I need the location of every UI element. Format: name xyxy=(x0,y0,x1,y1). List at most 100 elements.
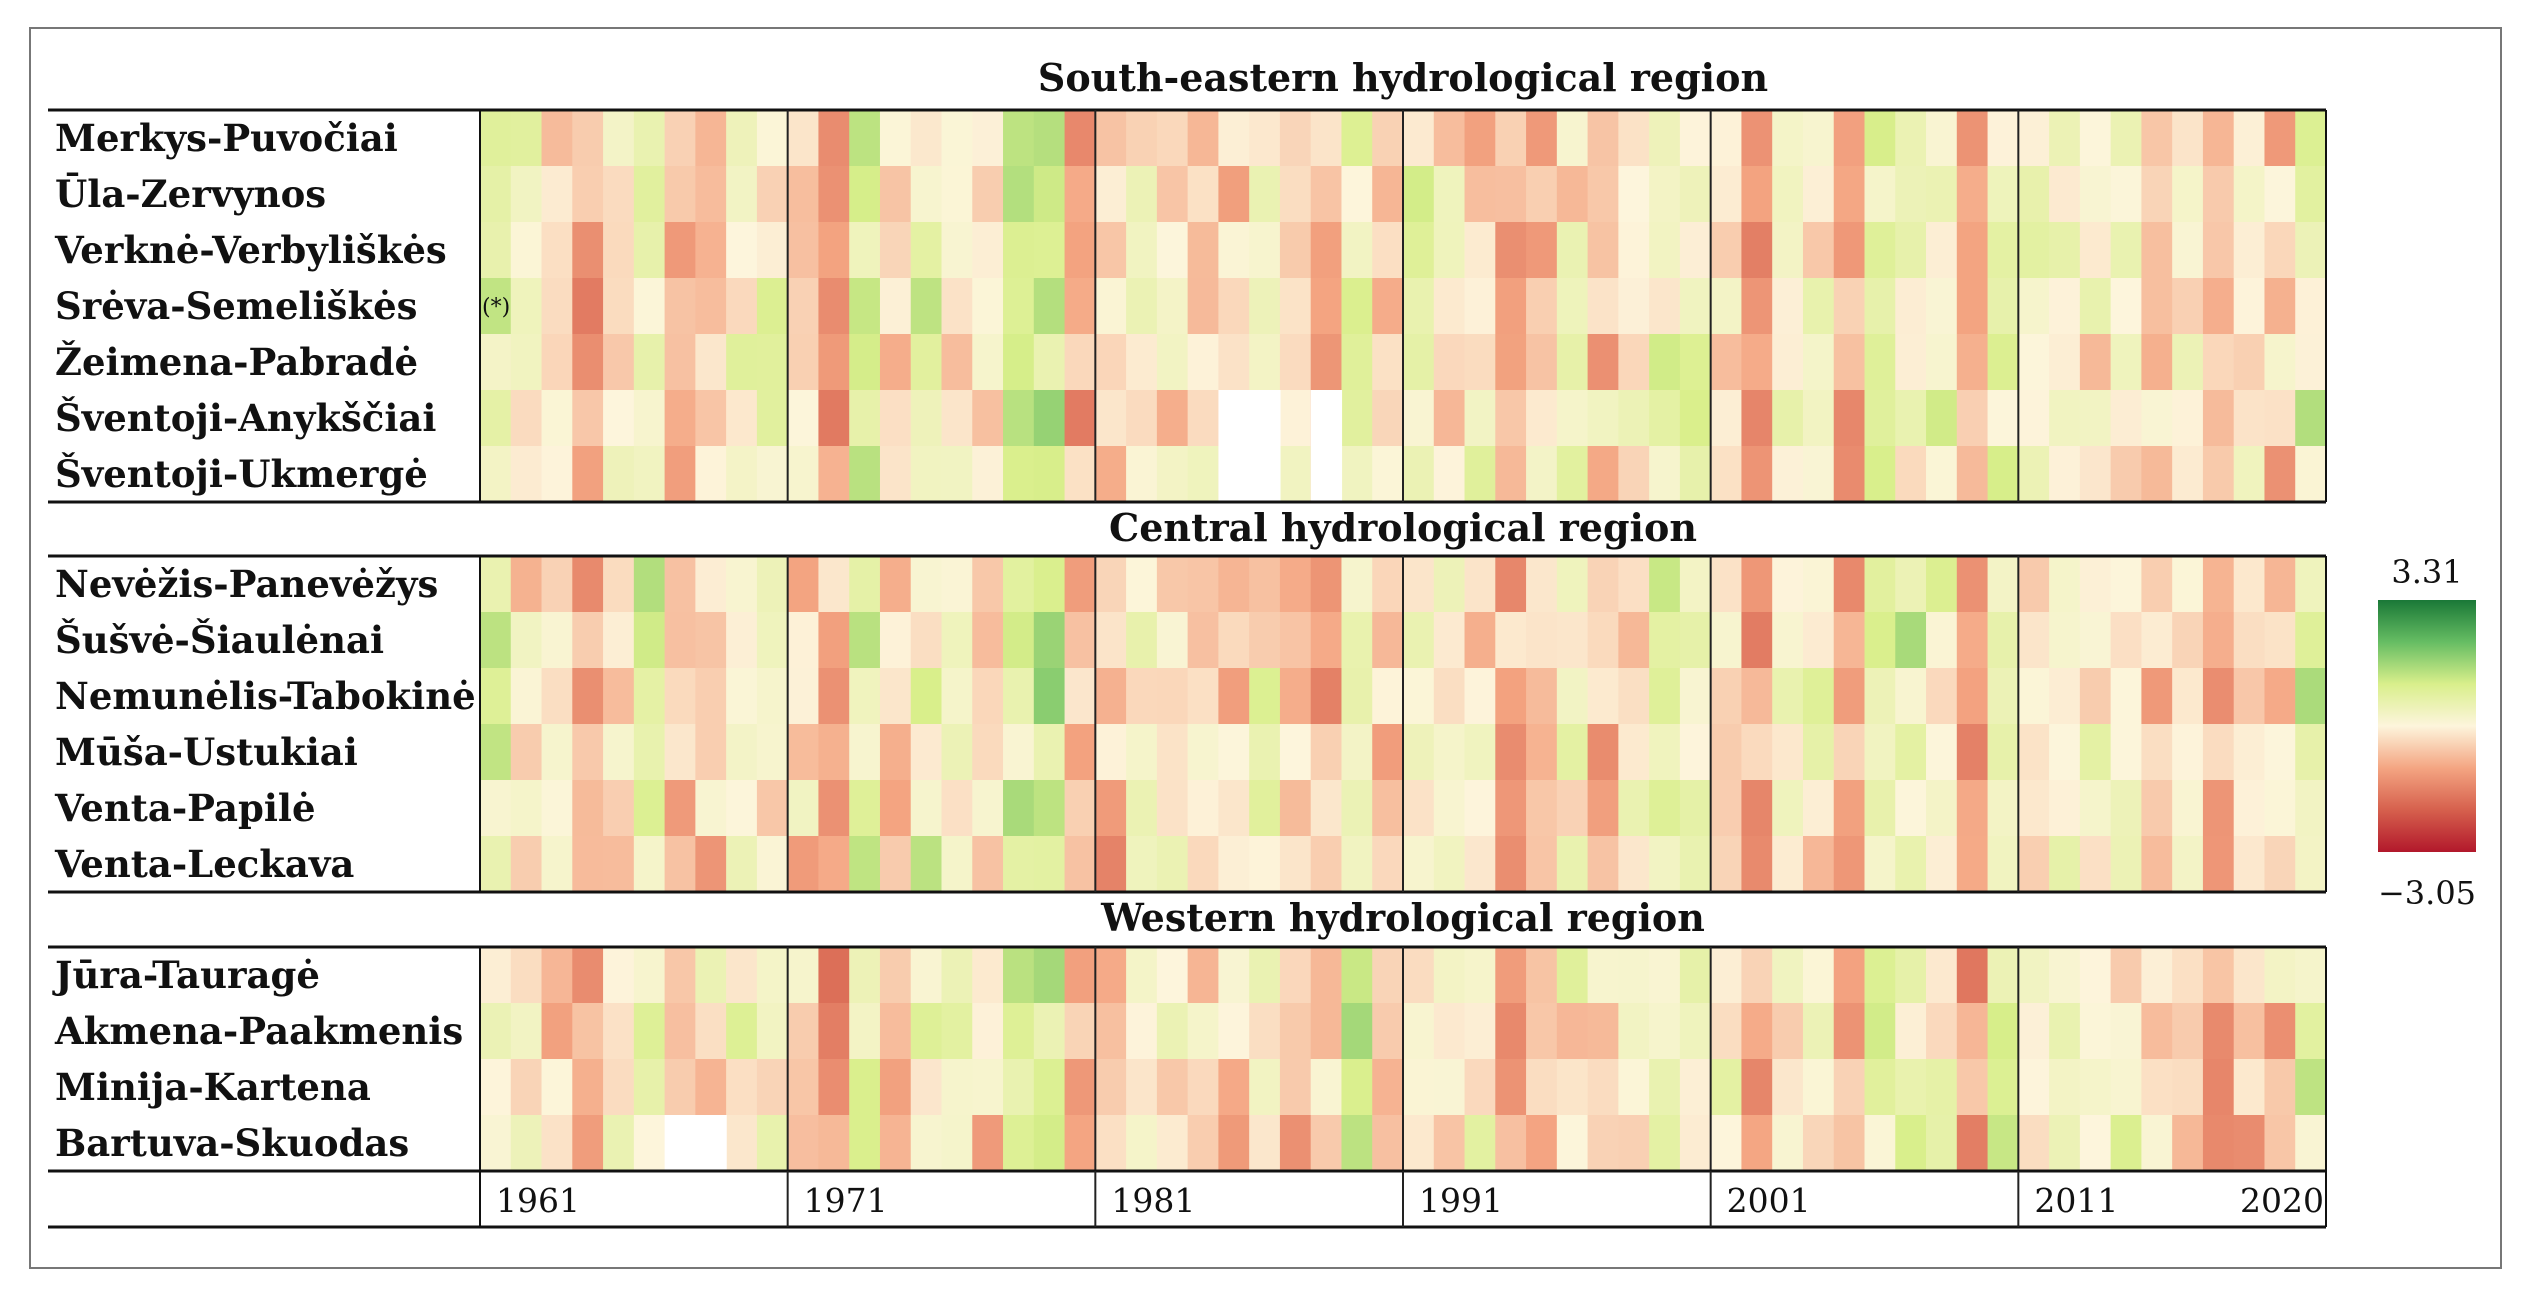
heatmap-cell xyxy=(1095,556,1127,612)
heatmap-cell xyxy=(2264,1059,2296,1115)
station-label: Nevėžis-Panevėžys xyxy=(55,562,438,606)
heatmap-cell xyxy=(1218,724,1250,780)
heatmap-cell xyxy=(1003,724,1035,780)
heatmap-cell xyxy=(1864,836,1896,892)
heatmap-cell xyxy=(1987,836,2019,892)
heatmap-cell xyxy=(1064,1059,1096,1115)
heatmap-cell xyxy=(879,947,912,1003)
heatmap-cell xyxy=(2295,1003,2327,1059)
heatmap-cell xyxy=(756,612,789,668)
heatmap-cell xyxy=(972,390,1004,446)
heatmap-cell xyxy=(510,612,543,668)
heatmap-cell xyxy=(633,110,666,166)
heatmap-cell xyxy=(941,446,973,502)
heatmap-cell xyxy=(1341,334,1373,390)
heatmap-cell xyxy=(1126,1003,1158,1059)
heatmap-cell xyxy=(2110,110,2142,166)
heatmap-cell xyxy=(510,166,543,222)
heatmap-cell xyxy=(2110,278,2142,334)
heatmap-cell xyxy=(1741,166,1773,222)
heatmap-cell xyxy=(1187,222,1219,278)
heatmap-cell xyxy=(2295,780,2327,836)
heatmap-cell xyxy=(2202,1115,2235,1171)
heatmap-cell xyxy=(603,1115,635,1171)
heatmap-cell xyxy=(2049,222,2081,278)
heatmap-cell xyxy=(1741,668,1773,724)
heatmap-cell xyxy=(910,334,943,390)
heatmap-cell xyxy=(910,780,943,836)
heatmap-cell xyxy=(1372,110,1404,166)
heatmap-cell xyxy=(1987,556,2019,612)
heatmap-cell xyxy=(664,166,696,222)
heatmap-cell xyxy=(2233,390,2266,446)
station-label: Merkys-Puvočiai xyxy=(55,116,398,160)
heatmap-cell xyxy=(1218,947,1250,1003)
heatmap-cell xyxy=(1864,334,1896,390)
heatmap-cell xyxy=(2079,110,2112,166)
heatmap-cell xyxy=(756,724,789,780)
heatmap-cell xyxy=(1649,390,1681,446)
heatmap-cell xyxy=(541,1003,573,1059)
heatmap-cell xyxy=(1618,836,1650,892)
heatmap-cell xyxy=(2049,390,2081,446)
heatmap-cell xyxy=(1864,947,1896,1003)
heatmap-cell xyxy=(879,1003,912,1059)
heatmap-cell xyxy=(2172,110,2204,166)
heatmap-cell xyxy=(2295,724,2327,780)
heatmap-cell xyxy=(910,390,943,446)
heatmap-cell xyxy=(1587,612,1619,668)
heatmap-cell xyxy=(2141,278,2173,334)
heatmap-cell xyxy=(1833,334,1866,390)
heatmap-cell xyxy=(1987,780,2019,836)
heatmap-cell xyxy=(1556,556,1589,612)
cell-annotation: (*) xyxy=(482,295,510,320)
heatmap-cell xyxy=(1156,222,1189,278)
heatmap-cell xyxy=(633,556,666,612)
heatmap-cell xyxy=(603,780,635,836)
heatmap-cell xyxy=(2018,446,2050,502)
heatmap-cell xyxy=(726,780,758,836)
heatmap-cell xyxy=(1464,947,1496,1003)
heatmap-cell xyxy=(1587,836,1619,892)
heatmap-cell xyxy=(1156,390,1189,446)
heatmap-cell xyxy=(1126,1115,1158,1171)
heatmap-cell xyxy=(1433,1115,1466,1171)
heatmap-cell xyxy=(1556,1003,1589,1059)
heatmap-cell xyxy=(1587,166,1619,222)
heatmap-cell xyxy=(695,836,727,892)
heatmap-cell xyxy=(879,724,912,780)
heatmap-cell xyxy=(1464,110,1496,166)
station-label: Akmena-Paakmenis xyxy=(54,1009,463,1053)
heatmap-cell xyxy=(2295,556,2327,612)
heatmap-cell xyxy=(1187,556,1219,612)
heatmap-cell xyxy=(1710,446,1743,502)
heatmap-cell xyxy=(910,556,943,612)
heatmap-cell xyxy=(849,724,881,780)
heatmap-cell xyxy=(1279,446,1312,502)
heatmap-cell xyxy=(1772,166,1804,222)
heatmap-cell xyxy=(910,166,943,222)
heatmap-cell xyxy=(2079,446,2112,502)
heatmap-cell xyxy=(603,556,635,612)
heatmap-cell xyxy=(603,612,635,668)
heatmap-cell xyxy=(1679,278,1712,334)
heatmap-cell xyxy=(756,446,789,502)
heatmap-cell xyxy=(541,836,573,892)
heatmap-cell xyxy=(1003,947,1035,1003)
heatmap-cell xyxy=(818,390,850,446)
heatmap-cell xyxy=(1095,334,1127,390)
heatmap-cell xyxy=(1218,612,1250,668)
heatmap-cell xyxy=(1495,334,1527,390)
heatmap-cell xyxy=(1649,556,1681,612)
heatmap-cell xyxy=(941,556,973,612)
heatmap-cell xyxy=(480,668,512,724)
heatmap-cell xyxy=(1987,446,2019,502)
heatmap-cell xyxy=(726,836,758,892)
heatmap-cell xyxy=(1310,668,1343,724)
heatmap-cell xyxy=(2295,1115,2327,1171)
heatmap-cell xyxy=(787,446,820,502)
heatmap-cell xyxy=(972,556,1004,612)
heatmap-cell xyxy=(1679,166,1712,222)
heatmap-cell xyxy=(1433,1003,1466,1059)
heatmap-cell xyxy=(972,334,1004,390)
